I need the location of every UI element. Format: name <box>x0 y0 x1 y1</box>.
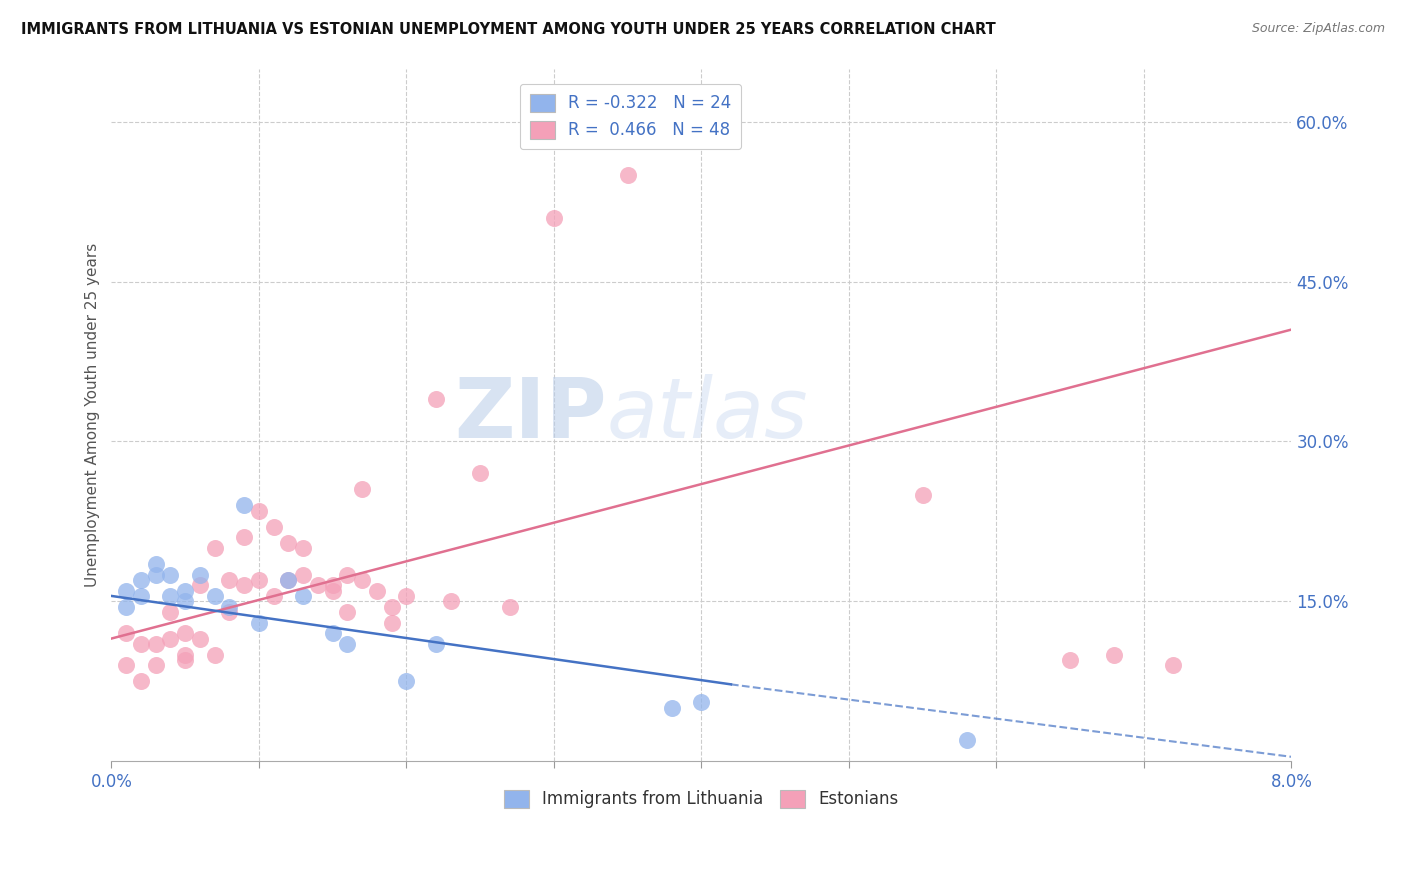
Point <box>277 573 299 587</box>
Point <box>440 594 463 608</box>
Point <box>470 467 492 481</box>
Point <box>366 583 388 598</box>
Point <box>174 583 197 598</box>
Point <box>499 599 522 614</box>
Point <box>188 632 211 646</box>
Point <box>174 648 197 662</box>
Point <box>1104 648 1126 662</box>
Text: Source: ZipAtlas.com: Source: ZipAtlas.com <box>1251 22 1385 36</box>
Point <box>381 615 404 630</box>
Point <box>395 674 418 689</box>
Point <box>425 392 447 406</box>
Point <box>1163 658 1185 673</box>
Point <box>188 578 211 592</box>
Text: IMMIGRANTS FROM LITHUANIA VS ESTONIAN UNEMPLOYMENT AMONG YOUTH UNDER 25 YEARS CO: IMMIGRANTS FROM LITHUANIA VS ESTONIAN UN… <box>21 22 995 37</box>
Point <box>129 674 152 689</box>
Point <box>145 637 167 651</box>
Point <box>352 573 374 587</box>
Point <box>292 541 315 555</box>
Point <box>543 211 565 225</box>
Text: ZIP: ZIP <box>454 375 607 455</box>
Point <box>395 589 418 603</box>
Point <box>911 488 934 502</box>
Point <box>307 578 329 592</box>
Point <box>247 573 270 587</box>
Point <box>233 499 256 513</box>
Point <box>159 605 181 619</box>
Point <box>159 589 181 603</box>
Point <box>204 541 226 555</box>
Point <box>247 615 270 630</box>
Point <box>690 696 713 710</box>
Point <box>381 599 404 614</box>
Point <box>129 589 152 603</box>
Text: atlas: atlas <box>607 375 808 455</box>
Point <box>129 573 152 587</box>
Point <box>233 578 256 592</box>
Point <box>159 567 181 582</box>
Point <box>322 578 344 592</box>
Point <box>322 583 344 598</box>
Y-axis label: Unemployment Among Youth under 25 years: Unemployment Among Youth under 25 years <box>86 243 100 587</box>
Point <box>115 583 138 598</box>
Point <box>1059 653 1081 667</box>
Point <box>115 626 138 640</box>
Legend: Immigrants from Lithuania, Estonians: Immigrants from Lithuania, Estonians <box>498 783 905 815</box>
Point <box>115 658 138 673</box>
Point <box>336 637 359 651</box>
Point <box>336 605 359 619</box>
Point <box>145 658 167 673</box>
Point <box>425 637 447 651</box>
Point <box>352 483 374 497</box>
Point <box>204 589 226 603</box>
Point <box>661 701 683 715</box>
Point <box>292 567 315 582</box>
Point <box>956 732 979 747</box>
Point <box>218 573 240 587</box>
Point <box>616 168 638 182</box>
Point <box>233 530 256 544</box>
Point <box>115 599 138 614</box>
Point <box>218 605 240 619</box>
Point <box>277 535 299 549</box>
Point <box>336 567 359 582</box>
Point <box>322 626 344 640</box>
Point <box>174 626 197 640</box>
Point <box>218 599 240 614</box>
Point <box>292 589 315 603</box>
Point <box>129 637 152 651</box>
Point <box>188 567 211 582</box>
Point <box>247 504 270 518</box>
Point <box>263 589 285 603</box>
Point <box>174 594 197 608</box>
Point <box>145 557 167 571</box>
Point <box>145 567 167 582</box>
Point <box>204 648 226 662</box>
Point <box>263 519 285 533</box>
Point <box>277 573 299 587</box>
Point <box>174 653 197 667</box>
Point <box>159 632 181 646</box>
